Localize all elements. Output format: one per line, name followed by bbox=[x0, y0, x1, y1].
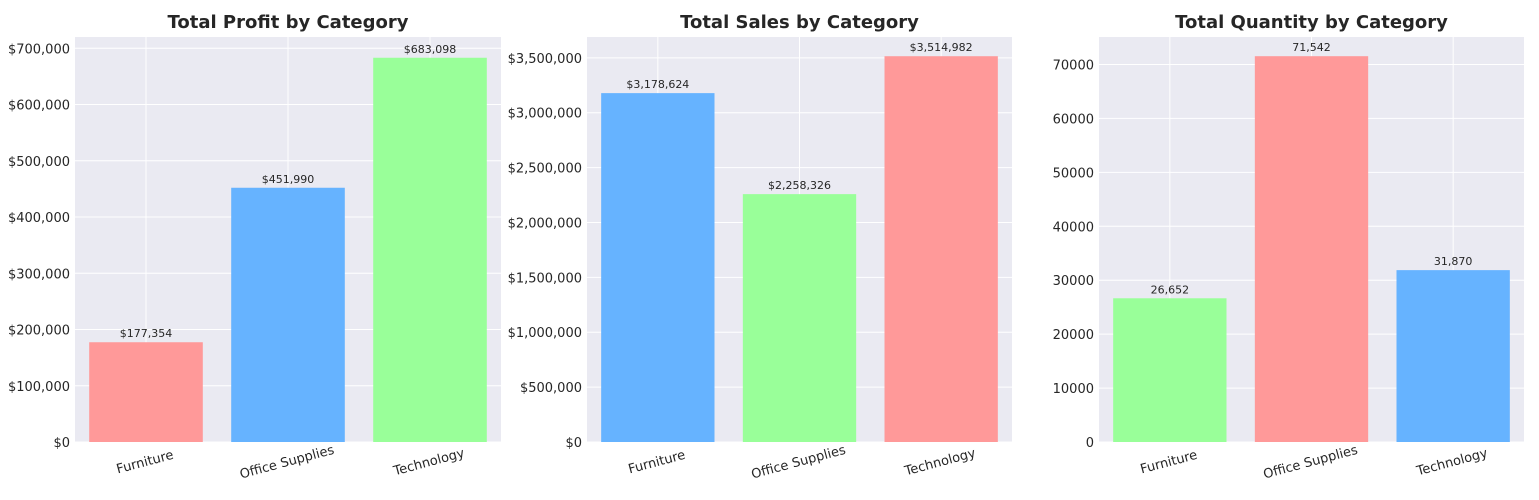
sales-ytick-label: $3,000,000 bbox=[508, 107, 582, 122]
quantity-ytick-label: 10000 bbox=[1053, 382, 1094, 397]
sales-chart-title: Total Sales by Category bbox=[680, 12, 919, 33]
sales-bar-office-supplies bbox=[742, 194, 857, 442]
quantity-xtick-label: Office Supplies bbox=[1262, 443, 1360, 483]
quantity-ytick-label: 0 bbox=[1086, 436, 1094, 451]
profit-ytick-label: $0 bbox=[53, 436, 70, 451]
profit-ytick-label: $600,000 bbox=[8, 99, 70, 114]
profit-bar-technology bbox=[373, 57, 487, 442]
quantity-bar-furniture bbox=[1113, 298, 1227, 442]
sales-data-label: $3,514,982 bbox=[910, 41, 973, 54]
profit-chart-title: Total Profit by Category bbox=[167, 12, 408, 33]
quantity-bar-office-supplies bbox=[1254, 56, 1369, 442]
sales-ytick-label: $2,000,000 bbox=[508, 216, 582, 231]
sales-ytick-label: $0 bbox=[565, 436, 582, 451]
quantity-chart: 0 10000 20000 30000 40000 50000 60000 70000 26,6… bbox=[1053, 12, 1524, 482]
profit-ytick-label: $300,000 bbox=[8, 267, 70, 282]
sales-bar-furniture bbox=[601, 93, 715, 442]
profit-ytick-label: $100,000 bbox=[8, 380, 70, 395]
quantity-ytick-label: 30000 bbox=[1053, 274, 1094, 289]
quantity-ytick-label: 20000 bbox=[1053, 328, 1094, 343]
sales-xtick-label: Furniture bbox=[627, 448, 687, 478]
quantity-chart-title: Total Quantity by Category bbox=[1175, 12, 1448, 33]
quantity-ytick-label: 40000 bbox=[1053, 220, 1094, 235]
quantity-xtick-label: Furniture bbox=[1139, 448, 1199, 478]
profit-data-label: $451,990 bbox=[262, 173, 315, 186]
sales-xtick-label: Office Supplies bbox=[750, 443, 848, 483]
profit-data-label: $683,098 bbox=[404, 43, 457, 56]
sales-chart: $0 $500,000 $1,000,000 $1,500,000 $2,000,000… bbox=[508, 12, 1012, 482]
sales-xtick-label: Technology bbox=[902, 446, 977, 480]
sales-ytick-label: $1,500,000 bbox=[508, 271, 582, 286]
profit-ytick-label: $400,000 bbox=[8, 211, 70, 226]
profit-ytick-label: $700,000 bbox=[8, 42, 70, 57]
quantity-data-label: 26,652 bbox=[1151, 283, 1190, 296]
profit-xtick-label: Furniture bbox=[115, 448, 175, 478]
quantity-data-label: 31,870 bbox=[1434, 255, 1473, 268]
quantity-ytick-label: 60000 bbox=[1053, 112, 1094, 127]
profit-xtick-label: Technology bbox=[391, 446, 466, 480]
sales-ytick-label: $3,500,000 bbox=[508, 52, 582, 67]
quantity-ytick-label: 50000 bbox=[1053, 166, 1094, 181]
quantity-data-label: 71,542 bbox=[1292, 41, 1331, 54]
profit-chart: $0 $100,000 $200,000 $300,000 $400,000 $500,0… bbox=[8, 12, 501, 482]
profit-bar-furniture bbox=[89, 342, 203, 442]
profit-data-label: $177,354 bbox=[120, 327, 173, 340]
sales-bar-technology bbox=[884, 56, 998, 443]
sales-ytick-label: $2,500,000 bbox=[508, 162, 582, 177]
sales-ytick-label: $500,000 bbox=[520, 381, 582, 396]
quantity-bar-technology bbox=[1396, 270, 1510, 442]
profit-bar-office-supplies bbox=[231, 187, 345, 442]
sales-ytick-label: $1,000,000 bbox=[508, 326, 582, 341]
profit-ytick-label: $200,000 bbox=[8, 324, 70, 339]
sales-data-label: $2,258,326 bbox=[768, 179, 831, 192]
profit-xtick-label: Office Supplies bbox=[238, 443, 336, 483]
quantity-ytick-label: 70000 bbox=[1053, 59, 1094, 74]
sales-data-label: $3,178,624 bbox=[626, 78, 689, 91]
profit-ytick-label: $500,000 bbox=[8, 155, 70, 170]
quantity-xtick-label: Technology bbox=[1414, 446, 1489, 480]
